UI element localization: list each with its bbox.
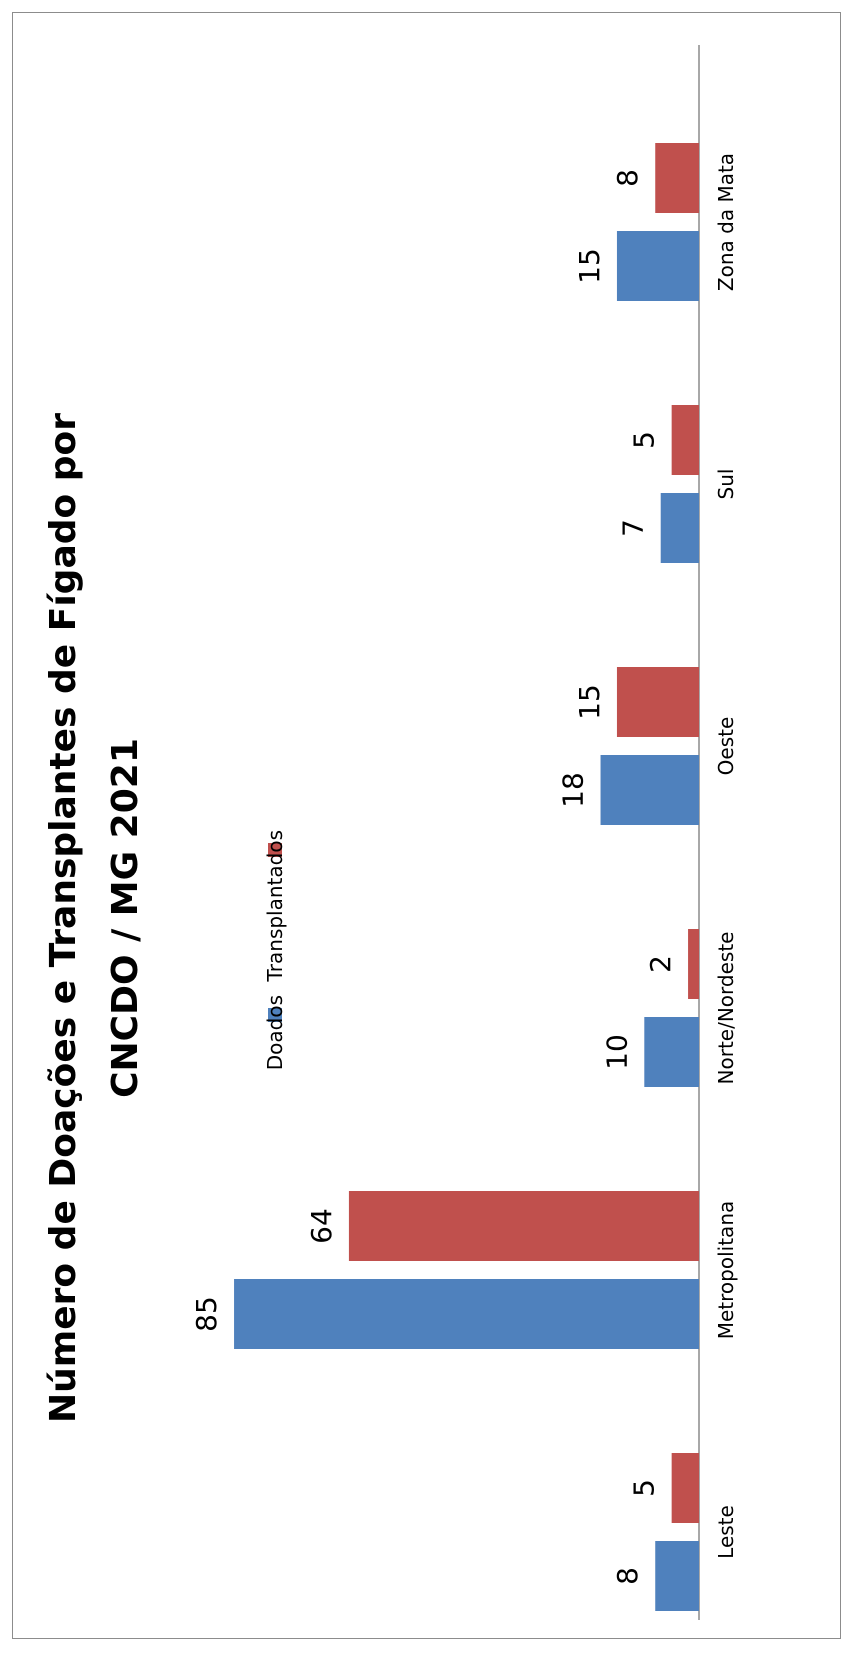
category-label-sul: Sul (714, 469, 738, 500)
category-label-leste: Leste (714, 1505, 738, 1559)
chart-title: Número de Doações e Transplantes de Fíga… (43, 413, 146, 1423)
value-label-transplantados-zona-da-mata: 8 (611, 169, 644, 187)
legend-label-doados: Doados (263, 995, 287, 1070)
bar-transplantados-oeste (616, 667, 699, 737)
chart-title-line-1: Número de Doações e Transplantes de Fíga… (43, 413, 84, 1423)
bar-transplantados-metropolitana (348, 1191, 699, 1261)
bar-transplantados-leste (671, 1453, 699, 1523)
bar-transplantados-norte-nordeste (688, 929, 699, 999)
legend: Doados Transplantados (263, 830, 287, 1070)
category-label-norte-nordeste: Norte/Nordeste (714, 932, 738, 1085)
legend-swatch-doados (268, 1008, 282, 1022)
category-labels: Leste Metropolitana Norte/Nordeste Oeste Sul… (714, 153, 738, 1559)
category-label-metropolitana: Metropolitana (714, 1201, 738, 1340)
bar-doados-metropolitana (234, 1279, 700, 1349)
bars (234, 143, 700, 1611)
chart-title-line-2: CNCDO / MG 2021 (105, 738, 146, 1098)
bar-doados-oeste (600, 755, 699, 825)
value-label-transplantados-norte-nordeste: 2 (644, 955, 677, 973)
bar-transplantados-zona-da-mata (655, 143, 699, 213)
value-label-doados-oeste: 18 (557, 772, 590, 808)
value-label-doados-leste: 8 (611, 1567, 644, 1585)
value-label-doados-metropolitana: 85 (190, 1296, 223, 1332)
bar-doados-leste (655, 1541, 699, 1611)
category-label-zona-da-mata: Zona da Mata (714, 153, 738, 291)
chart-frame (12, 12, 841, 1639)
value-label-doados-zona-da-mata: 15 (573, 248, 606, 284)
value-label-transplantados-leste: 5 (628, 1479, 661, 1497)
bar-doados-sul (660, 493, 699, 563)
bar-doados-norte-nordeste (644, 1017, 699, 1087)
legend-swatch-transplantados (268, 843, 282, 857)
value-label-transplantados-sul: 5 (628, 431, 661, 449)
value-label-doados-norte-nordeste: 10 (600, 1034, 633, 1070)
category-label-oeste: Oeste (714, 717, 738, 776)
bar-doados-zona-da-mata (616, 231, 699, 301)
bar-transplantados-sul (671, 405, 699, 475)
value-label-doados-sul: 7 (617, 519, 650, 537)
value-label-transplantados-oeste: 15 (573, 684, 606, 720)
legend-label-transplantados: Transplantados (263, 830, 287, 982)
value-label-transplantados-metropolitana: 64 (305, 1208, 338, 1244)
